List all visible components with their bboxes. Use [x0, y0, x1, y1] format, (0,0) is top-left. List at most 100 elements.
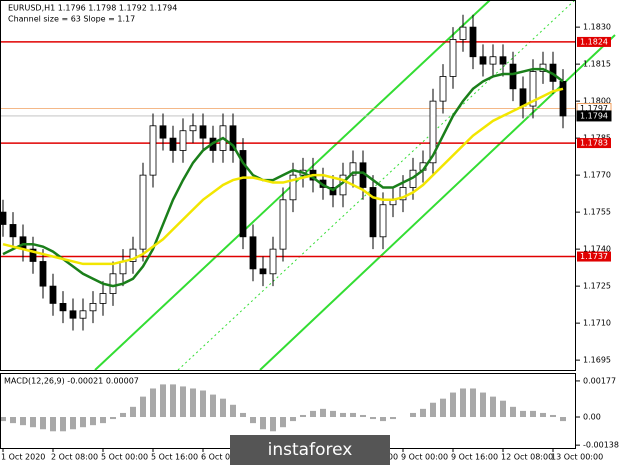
macd-bar	[200, 390, 206, 418]
y-tick-label: 1.1740	[583, 245, 611, 254]
level-label: 1.1737	[580, 252, 608, 261]
macd-bar	[560, 417, 566, 422]
level-label-box	[577, 36, 611, 47]
macd-bar	[160, 384, 166, 418]
candle-body	[519, 88, 527, 107]
macd-bar	[320, 408, 326, 418]
candle-body	[439, 76, 447, 102]
macd-bar	[310, 410, 316, 418]
candle-body	[199, 125, 207, 139]
candle-body	[29, 248, 37, 262]
macd-bar	[430, 402, 436, 418]
x-tick-label: 5 Oct 00:00	[101, 453, 148, 462]
macd-bar	[500, 400, 506, 418]
candle-body	[49, 285, 57, 304]
macd-bar	[90, 417, 96, 426]
macd-bar	[20, 417, 26, 426]
candle-body	[479, 56, 487, 65]
candle-body	[509, 63, 517, 90]
macd-bar	[190, 388, 196, 418]
macd-bar	[390, 417, 396, 420]
price-label: 1.1797	[580, 104, 608, 113]
level-label: 1.1783	[580, 139, 608, 148]
moving-average	[2, 87, 564, 266]
candle-body	[369, 187, 377, 238]
candle-body	[89, 302, 97, 312]
macd-bar	[340, 412, 346, 418]
candle-body	[119, 261, 127, 275]
level-label-box	[577, 251, 611, 262]
x-tick-label: 6 Oct 08:00	[201, 453, 248, 462]
y-tick-label: 0.00	[583, 413, 601, 422]
candle-body	[229, 125, 237, 151]
macd-bar	[140, 396, 146, 418]
macd-bar	[530, 410, 536, 418]
macd-bar	[290, 417, 296, 422]
candle-body	[69, 310, 77, 319]
candle-body	[9, 224, 17, 238]
macd-bar	[510, 406, 516, 418]
y-tick-label: 1.1830	[583, 23, 611, 32]
macd-bar	[420, 408, 426, 418]
macd-bar	[210, 394, 216, 418]
x-tick-label: 9 Oct 00:00	[401, 453, 448, 462]
x-tick-label: 2 Oct 08:00	[51, 453, 98, 462]
macd-bar	[10, 417, 16, 424]
candle-body	[269, 248, 277, 275]
macd-bar	[330, 410, 336, 418]
candle-body	[149, 125, 157, 176]
macd-bar	[60, 417, 66, 432]
candle-body	[289, 174, 297, 201]
macd-bar	[240, 412, 246, 418]
candle-body	[399, 187, 407, 201]
candle-body	[179, 130, 187, 151]
y-tick-label: 1.1710	[583, 319, 611, 328]
macd-bar	[100, 417, 106, 424]
level-label-box	[577, 138, 611, 149]
macd-bar	[130, 406, 136, 418]
y-tick-label: 1.1815	[583, 60, 611, 69]
macd-bar	[80, 417, 86, 428]
macd-bar	[490, 396, 496, 418]
candle-body	[59, 302, 67, 312]
macd-bar	[220, 398, 226, 418]
y-tick-label: 1.1800	[583, 97, 611, 106]
macd-bar	[410, 412, 416, 418]
candle-body	[79, 310, 87, 319]
macd-bar	[380, 417, 386, 422]
macd-bar	[0, 417, 6, 422]
macd-bar	[360, 414, 366, 418]
candle-body	[499, 56, 507, 65]
macd-bar	[370, 417, 376, 420]
macd-bar	[300, 414, 306, 418]
candle-body	[489, 56, 497, 65]
y-tick-label: 1.1695	[583, 356, 611, 365]
candle-body	[349, 162, 357, 176]
channel-mid-line	[177, 0, 576, 371]
macd-bar	[50, 417, 56, 432]
macd-bar	[110, 417, 116, 420]
candle-body	[259, 268, 267, 275]
candle-body	[39, 261, 47, 287]
macd-bar	[30, 417, 36, 428]
moving-average	[2, 67, 564, 288]
candle-body	[189, 125, 197, 132]
macd-title: MACD(12,26,9) -0.00021 0.00007	[4, 377, 139, 386]
candle-body	[169, 137, 177, 151]
macd-bar	[520, 410, 526, 418]
x-tick-label: 12 Oct 08:00	[501, 453, 553, 462]
watermark: instaforex	[268, 440, 353, 460]
candle-body	[99, 293, 107, 304]
macd-bar	[350, 412, 356, 418]
macd-bar	[280, 417, 286, 428]
macd-bar	[120, 412, 126, 418]
macd-bar	[260, 417, 266, 430]
candle-body	[559, 81, 567, 117]
candle-body	[159, 125, 167, 139]
candle-body	[449, 39, 457, 77]
x-tick-label: 13 Oct 00:00	[551, 453, 603, 462]
candle-body	[249, 236, 257, 270]
watermark-box	[230, 435, 390, 465]
candle-body	[279, 199, 287, 250]
